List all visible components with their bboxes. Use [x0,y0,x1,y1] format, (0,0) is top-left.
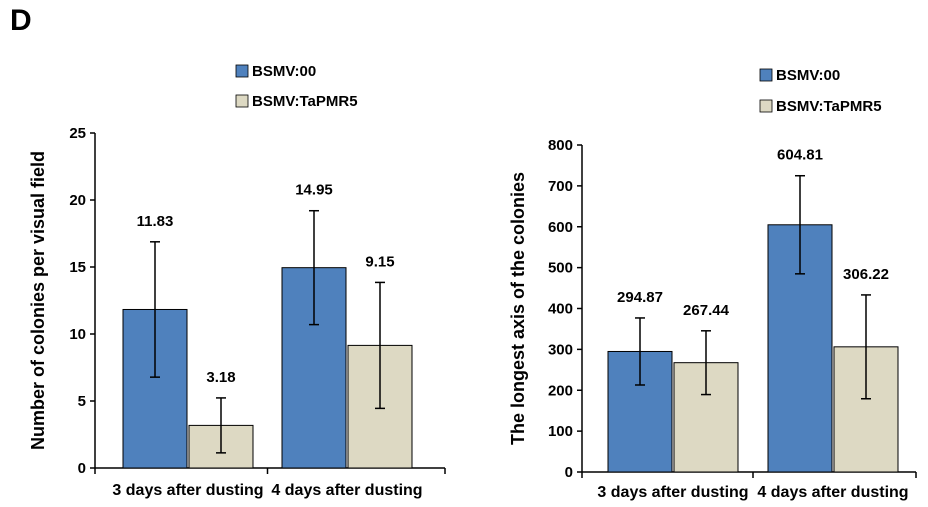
data-label: 11.83 [137,213,174,230]
y-tick-label: 500 [548,260,573,277]
data-label: 306.22 [843,266,889,283]
category-label: 4 days after dusting [757,484,908,501]
y-tick-label: 400 [548,301,573,318]
legend-entry: BSMV:TaPMR5 [252,93,358,110]
chart-1: 0 5 10 15 20 25 3 days after dusting 4 days aft… [28,63,446,499]
y-tick-label: 0 [78,460,86,477]
y-tick-label: 5 [78,393,86,410]
legend-entry: BSMV:TaPMR5 [776,98,882,115]
y-tick-label: 700 [548,178,573,195]
data-label: 14.95 [295,182,333,199]
y-tick-label: 300 [548,341,573,358]
category-label: 3 days after dusting [112,482,263,499]
data-label: 9.15 [365,253,394,270]
y-axis-title: Number of colonies per visual field [28,151,48,450]
y-tick-label: 10 [69,326,86,343]
data-label: 3.18 [206,369,235,386]
category-label: 3 days after dusting [597,484,748,501]
data-label: 294.87 [617,289,663,306]
y-tick-label: 100 [548,423,573,440]
legend-swatch [235,64,249,78]
panel-letter: D [10,4,32,37]
y-tick-label: 200 [548,382,573,399]
y-tick-label: 0 [565,464,573,481]
legend-entry: BSMV:00 [252,63,316,80]
y-tick-label: 15 [69,259,86,276]
data-label: 267.44 [683,302,730,319]
legend-swatch [759,68,773,82]
data-label: 604.81 [777,147,823,164]
category-label: 4 days after dusting [271,482,422,499]
y-tick-label: 25 [69,125,86,142]
y-tick-label: 600 [548,219,573,236]
chart-2: 0 100 200 300 400 500 600 700 800 3 days after du… [508,67,917,501]
y-tick-label: 20 [69,192,86,209]
y-tick-label: 800 [548,137,573,154]
legend-swatch [235,94,249,108]
legend-swatch [759,99,773,113]
legend-entry: BSMV:00 [776,67,840,84]
y-axis-title: The longest axis of the colonies [508,172,528,445]
